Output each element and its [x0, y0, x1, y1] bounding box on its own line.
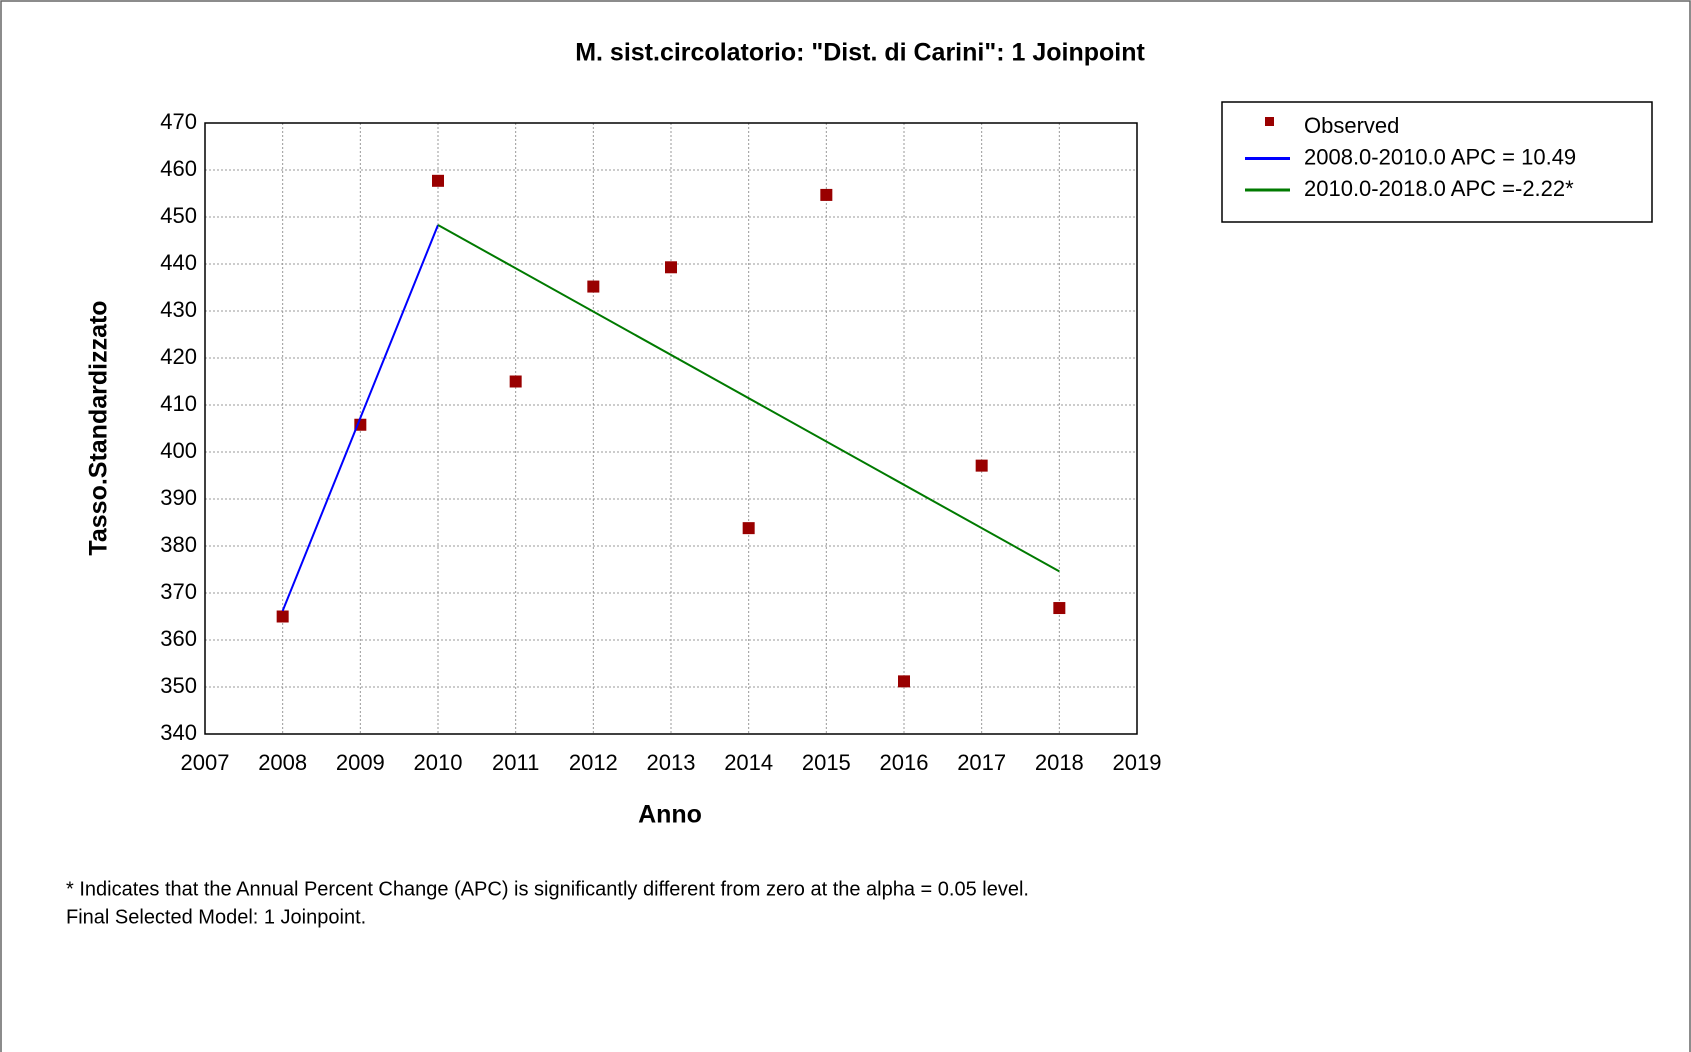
marker — [509, 375, 522, 388]
x-tick-label: 2009 — [336, 750, 385, 775]
x-tick-label: 2015 — [802, 750, 851, 775]
marker — [587, 280, 600, 293]
legend-marker — [1265, 117, 1274, 126]
x-tick-label: 2010 — [414, 750, 463, 775]
x-tick-label: 2013 — [647, 750, 696, 775]
x-tick-label: 2018 — [1035, 750, 1084, 775]
x-tick-label: 2016 — [880, 750, 929, 775]
legend-box — [1221, 101, 1653, 223]
x-tick-label: 2014 — [724, 750, 773, 775]
x-tick-label: 2008 — [258, 750, 307, 775]
y-tick-label: 470 — [160, 109, 197, 134]
y-tick-label: 440 — [160, 250, 197, 275]
marker — [665, 261, 677, 274]
marker — [898, 675, 910, 688]
fit-line — [437, 224, 1060, 573]
legend-label: Observed — [1304, 113, 1399, 138]
y-tick-label: 410 — [160, 391, 197, 416]
y-tick-label: 400 — [160, 438, 197, 463]
footnote: Final Selected Model: 1 Joinpoint. — [66, 906, 366, 928]
y-tick-label: 340 — [160, 720, 197, 745]
x-tick-label: 2017 — [957, 750, 1006, 775]
chart-title: M. sist.circolatorio: "Dist. di Carini":… — [575, 39, 1145, 67]
y-tick-label: 450 — [160, 203, 197, 228]
plot-border — [204, 122, 1138, 735]
y-tick-label: 380 — [160, 532, 197, 557]
marker — [276, 610, 289, 623]
fit-line — [281, 224, 439, 612]
marker — [820, 188, 833, 201]
x-axis-label: Anno — [638, 801, 702, 829]
x-tick-label: 2011 — [492, 750, 539, 775]
marker — [1053, 602, 1066, 615]
y-tick-label: 420 — [160, 344, 197, 369]
y-tick-label: 390 — [160, 485, 197, 510]
y-tick-label: 370 — [160, 579, 197, 604]
y-tick-label: 350 — [160, 673, 197, 698]
footnote: * Indicates that the Annual Percent Chan… — [66, 878, 1029, 900]
marker — [742, 522, 755, 535]
legend-label: 2010.0-2018.0 APC =-2.22* — [1304, 176, 1574, 201]
marker — [432, 174, 444, 187]
marker — [975, 459, 988, 472]
legend-label: 2008.0-2010.0 APC = 10.49 — [1304, 144, 1576, 169]
x-tick-label: 2012 — [569, 750, 618, 775]
y-axis-label: Tasso.Standardizzato — [85, 300, 113, 555]
y-tick-label: 430 — [160, 297, 197, 322]
y-tick-label: 360 — [160, 626, 197, 651]
x-tick-label: 2007 — [181, 750, 230, 775]
y-tick-label: 460 — [160, 156, 197, 181]
x-tick-label: 2019 — [1113, 750, 1162, 775]
